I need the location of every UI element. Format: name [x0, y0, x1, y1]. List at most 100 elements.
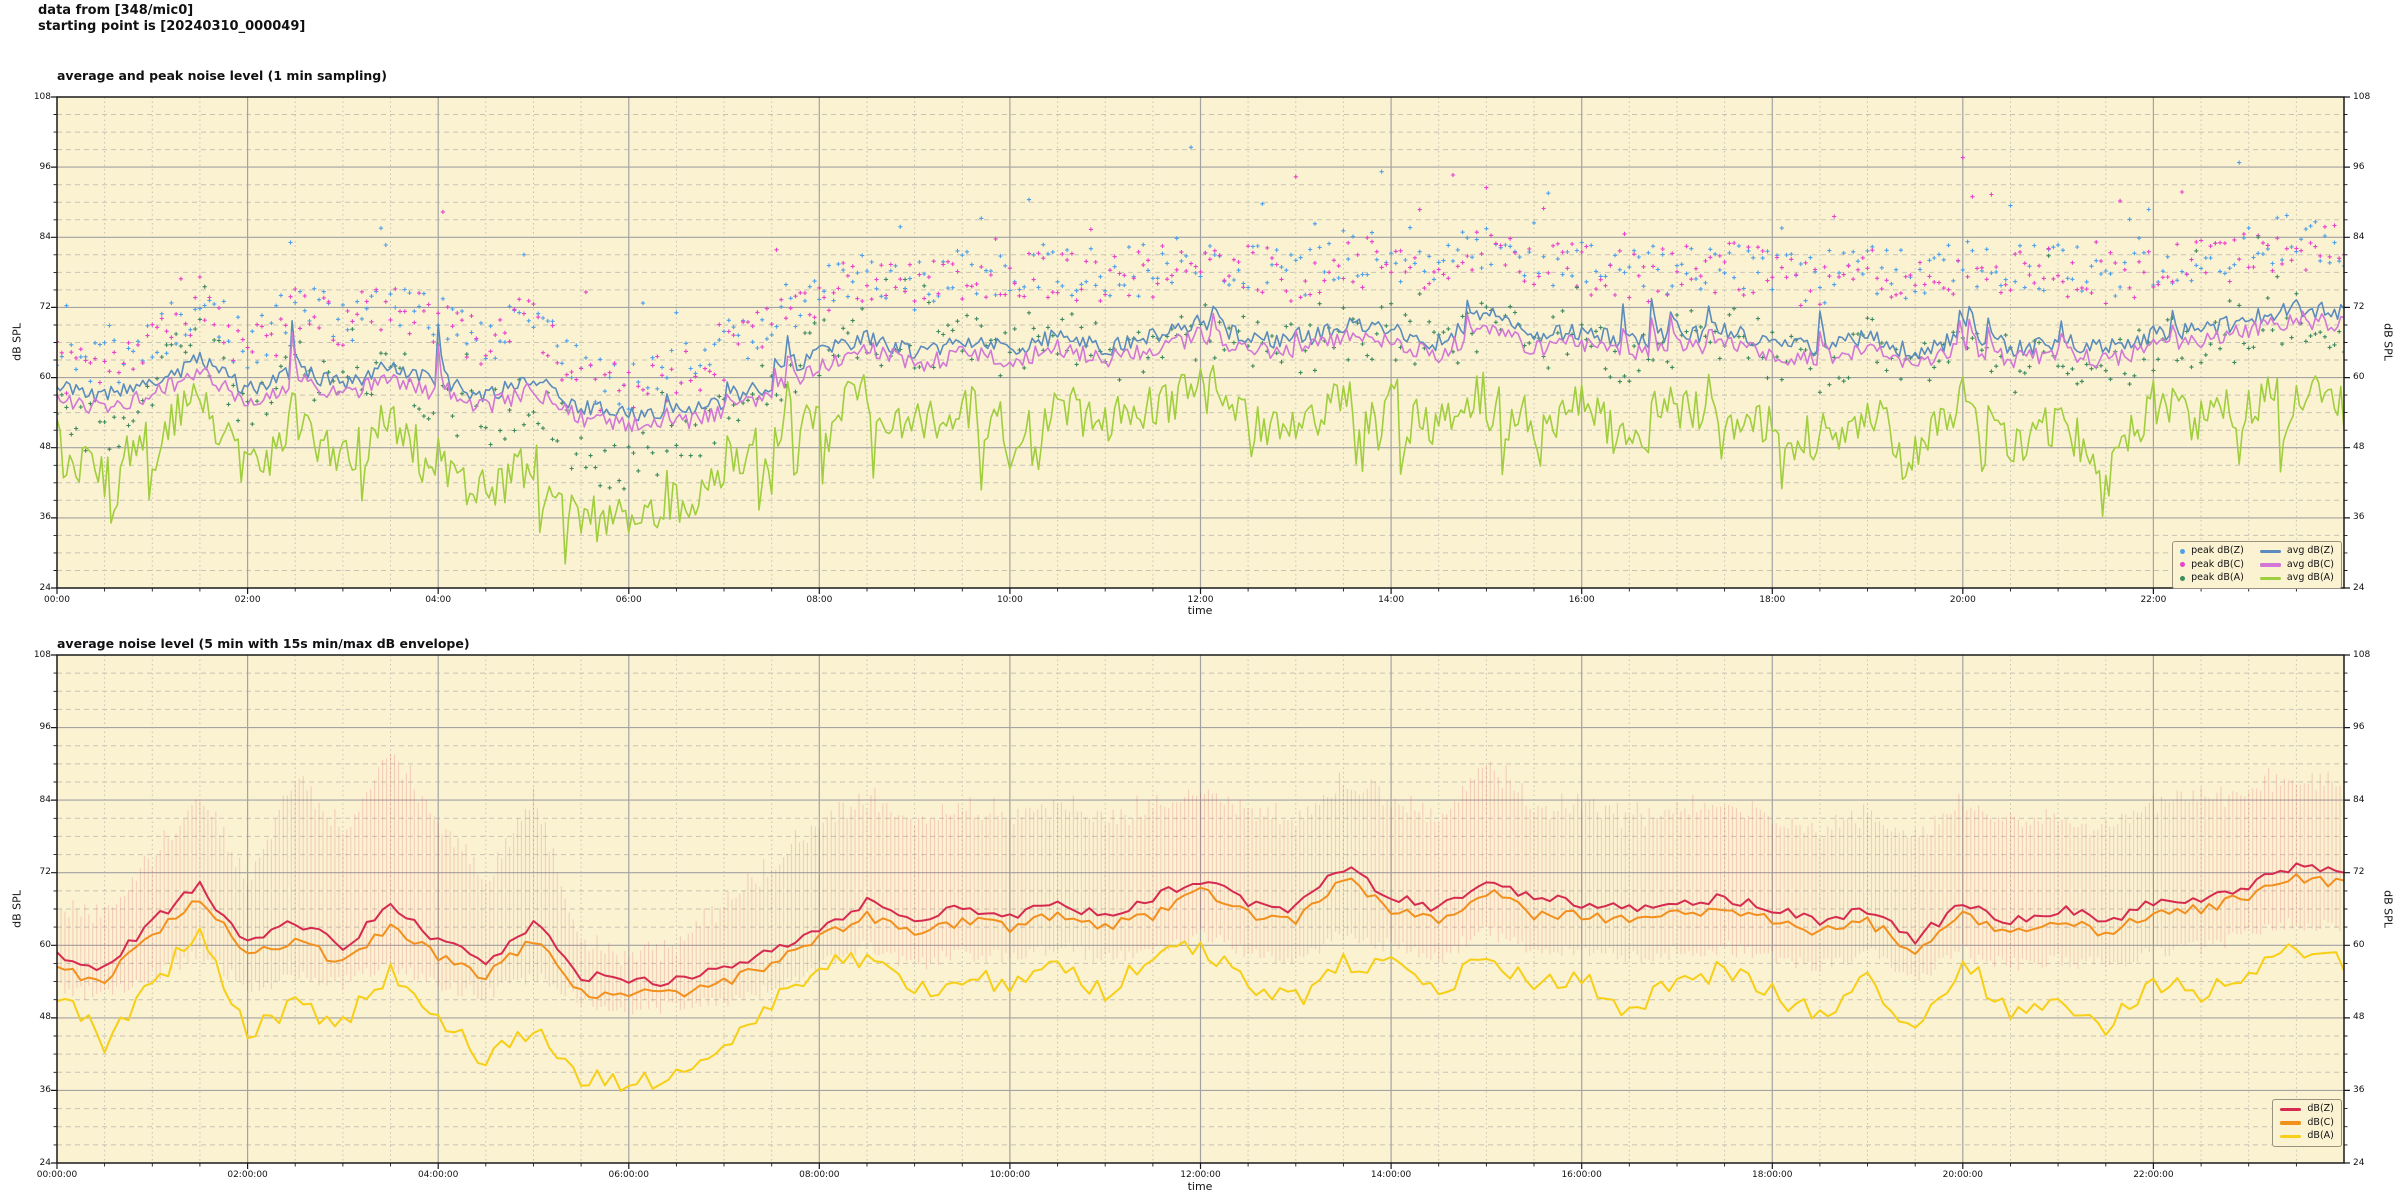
minor-ticks: [53, 672, 2348, 1167]
major-ticks: [51, 96, 2350, 594]
major-ticks: [51, 654, 2350, 1169]
series-peak-db-z: [57, 145, 2344, 412]
y-tick-label-left: 24: [39, 582, 51, 593]
x-tick-label: 16:00: [1568, 595, 1595, 605]
chart1-ylabel-right: dB SPL: [2381, 323, 2395, 361]
x-tick-label: 04:00:00: [417, 1170, 459, 1180]
x-tick-label: 00:00:00: [36, 1170, 78, 1180]
x-tick-label: 02:00:00: [227, 1170, 268, 1180]
y-tick-label-right: 84: [2353, 231, 2365, 242]
x-tick-label: 02:00: [234, 595, 261, 605]
legend-marker-line: [2259, 576, 2281, 580]
grid-major-v: [247, 655, 2154, 1163]
legend-label: avg dB(C): [2286, 558, 2334, 570]
x-tick-label: 04:00: [425, 595, 452, 605]
y-tick-label-right: 108: [2353, 91, 2371, 102]
x-tick-label: 20:00:00: [1942, 1170, 1984, 1180]
y-tick-label-left: 96: [39, 722, 51, 733]
legend-item-avg-db-c: avg dB(C): [2259, 558, 2334, 572]
x-tick-label: 10:00:00: [989, 1170, 1031, 1180]
chart1-ylabel-left: dB SPL: [10, 323, 24, 361]
chart1-legend: peak dB(Z) avg dB(Z) peak dB(C) avg dB(C) pe…: [2172, 541, 2342, 589]
x-tick-label: 18:00: [1759, 595, 1786, 605]
x-tick-label: 18:00:00: [1752, 1170, 1793, 1180]
legend-marker-line: [2280, 1121, 2302, 1125]
chart2-ylabel-right: dB SPL: [2381, 890, 2395, 928]
header-line-2: starting point is [20240310_000049]: [38, 19, 306, 34]
y-tick-label-right: 60: [2353, 939, 2365, 950]
x-tick-label: 08:00: [806, 595, 833, 605]
y-tick-label-left: 72: [39, 867, 51, 878]
y-tick-label-right: 48: [2353, 442, 2365, 453]
header-line-1: data from [348/mic0]: [38, 3, 194, 18]
chart1-title: average and peak noise level (1 min samp…: [57, 68, 387, 83]
x-tick-label: 08:00:00: [799, 1170, 840, 1180]
y-tick-label-left: 84: [39, 794, 51, 805]
x-tick-label: 14:00: [1378, 595, 1405, 605]
legend-item-avg-db-a: avg dB(A): [2259, 572, 2334, 585]
chart2-plot-canvas: [51, 654, 2350, 1169]
legend-item-peak-db-c: peak dB(C): [2180, 559, 2244, 572]
y-tick-label-right: 72: [2353, 301, 2365, 312]
y-tick-label-right: 24: [2353, 1157, 2365, 1168]
legend-label: avg dB(Z): [2286, 545, 2334, 556]
chart1-plot-canvas: [51, 96, 2350, 594]
x-tick-label: 22:00:00: [2133, 1170, 2174, 1180]
legend-item-db-z: dB(Z): [2280, 1103, 2334, 1116]
series-db-c: [57, 873, 2344, 1000]
legend-marker-dot: [2180, 575, 2186, 581]
y-tick-label-left: 72: [39, 301, 51, 312]
x-tick-label: 12:00: [1187, 595, 1214, 605]
y-tick-label-left: 36: [39, 1084, 51, 1095]
x-tick-label: 20:00: [1949, 595, 1976, 605]
series-avg-db-c: [57, 310, 2344, 433]
legend-label: peak dB(Z): [2191, 545, 2244, 556]
series-avg-db-z: [57, 297, 2344, 422]
chart2-xlabel: time: [1187, 1180, 1213, 1193]
chart1-xlabel: time: [1187, 604, 1213, 617]
y-tick-label-right: 108: [2353, 649, 2371, 660]
chart2-title: average noise level (5 min with 15s min/…: [57, 636, 470, 651]
legend-label: peak dB(A): [2191, 572, 2244, 583]
legend-marker-dot: [2180, 548, 2186, 554]
y-tick-label-left: 36: [39, 512, 51, 523]
x-tick-label: 10:00: [996, 595, 1023, 605]
series-layer: [57, 754, 2344, 1092]
series-avg-db-a: [57, 364, 2344, 565]
x-tick-label: 06:00: [615, 595, 642, 605]
minmax-envelope: [57, 754, 2344, 1015]
series-peak-db-c: [57, 155, 2344, 413]
legend-label: dB(A): [2307, 1130, 2334, 1141]
legend-item-peak-db-z: peak dB(Z): [2180, 545, 2244, 558]
y-tick-label-right: 96: [2353, 161, 2365, 172]
y-tick-label-left: 24: [39, 1157, 51, 1168]
x-tick-label: 16:00:00: [1561, 1170, 1602, 1180]
x-tick-label: 14:00:00: [1370, 1170, 1412, 1180]
y-tick-label-left: 108: [33, 649, 51, 660]
y-tick-label-right: 72: [2353, 867, 2365, 878]
x-tick-label: 06:00:00: [608, 1170, 649, 1180]
y-tick-label-right: 60: [2353, 372, 2365, 383]
y-tick-label-right: 36: [2353, 1084, 2365, 1095]
y-tick-label-right: 48: [2353, 1012, 2365, 1023]
legend-marker-dot: [2180, 562, 2186, 568]
y-tick-label-left: 96: [39, 161, 51, 172]
legend-label: dB(C): [2307, 1116, 2334, 1128]
series-db-z: [57, 862, 2344, 987]
legend-item-peak-db-a: peak dB(A): [2180, 572, 2244, 585]
minor-ticks: [53, 114, 2348, 592]
legend-marker-line: [2280, 1107, 2302, 1111]
y-tick-label-left: 84: [39, 231, 51, 242]
legend-marker-line: [2259, 563, 2281, 567]
y-tick-label-left: 60: [39, 939, 51, 950]
chart2-legend: dB(Z) dB(C) dB(A): [2272, 1099, 2342, 1147]
legend-label: avg dB(A): [2286, 572, 2334, 583]
chart2-ylabel-left: dB SPL: [10, 890, 24, 928]
y-tick-label-left: 108: [33, 91, 51, 102]
series-db-a: [57, 927, 2344, 1092]
legend-item-db-a: dB(A): [2280, 1130, 2334, 1143]
y-tick-label-right: 36: [2353, 512, 2365, 523]
x-tick-label: 12:00:00: [1180, 1170, 1221, 1180]
x-tick-label: 22:00: [2140, 595, 2167, 605]
legend-marker-line: [2259, 549, 2281, 553]
